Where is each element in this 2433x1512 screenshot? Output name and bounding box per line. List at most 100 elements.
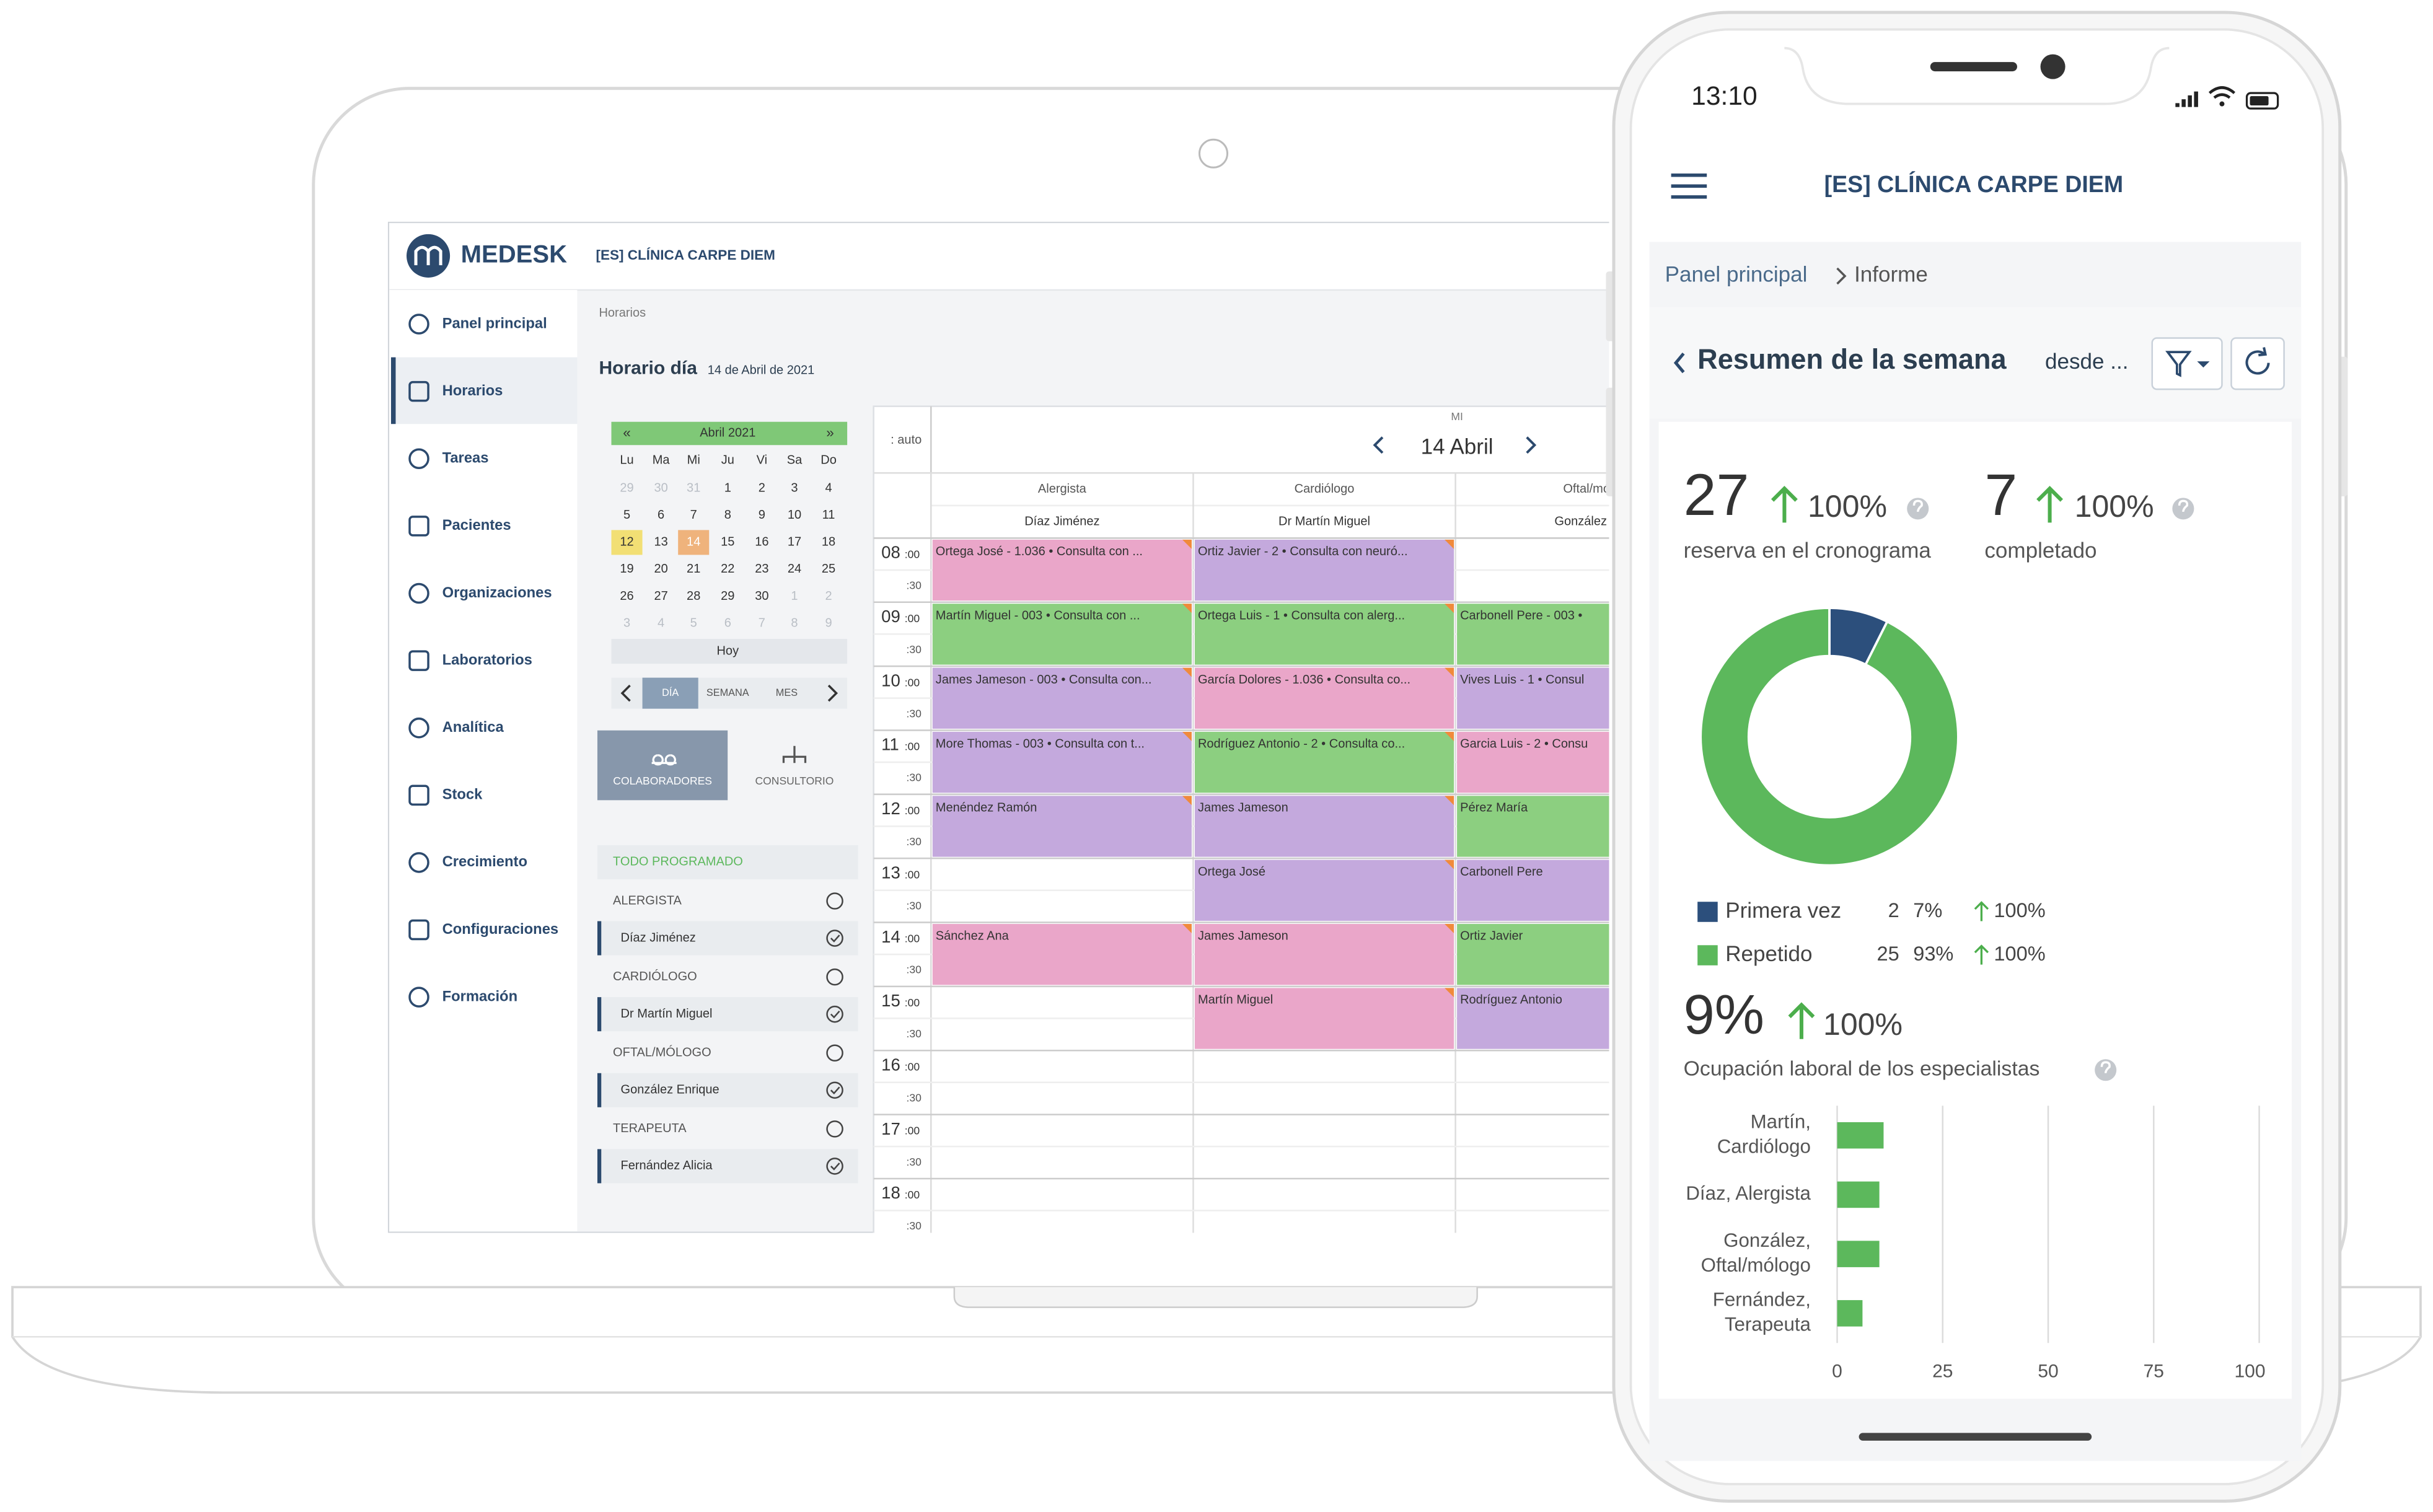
- appointment[interactable]: [1457, 796, 1716, 857]
- calendar-day[interactable]: 29: [721, 589, 734, 603]
- check[interactable]: [826, 930, 843, 947]
- view-prev[interactable]: [620, 684, 631, 702]
- radio[interactable]: [826, 1120, 843, 1138]
- filter-all-row[interactable]: [597, 845, 858, 879]
- appointment[interactable]: [1457, 731, 1716, 793]
- calendar-day[interactable]: 9: [759, 508, 765, 522]
- appointment[interactable]: [1194, 604, 1454, 665]
- appointment[interactable]: [1194, 859, 1454, 921]
- view-next[interactable]: [827, 684, 838, 702]
- appointment-text[interactable]: Menéndez Ramón: [936, 801, 1037, 815]
- check[interactable]: [826, 1005, 843, 1023]
- calendar-day[interactable]: 24: [788, 562, 801, 576]
- appointment[interactable]: [1194, 667, 1454, 729]
- calendar-day[interactable]: 3: [791, 481, 798, 495]
- appointment[interactable]: [1194, 796, 1454, 857]
- calendar-day[interactable]: 25: [822, 562, 835, 576]
- menu-item[interactable]: Pacientes: [442, 517, 511, 534]
- calendar-day[interactable]: 27: [654, 589, 667, 603]
- calendar-day[interactable]: 14: [687, 535, 700, 549]
- calendar-day[interactable]: 22: [721, 562, 734, 576]
- calendar-day[interactable]: 5: [623, 508, 630, 522]
- calendar-day[interactable]: 16: [755, 535, 768, 549]
- refresh-button[interactable]: [2230, 337, 2285, 390]
- menu-item[interactable]: Crecimiento: [442, 853, 527, 870]
- appointment-text[interactable]: Ortega José - 1.036 • Consulta con ...: [936, 545, 1143, 558]
- calendar-day[interactable]: 4: [825, 481, 832, 495]
- calendar-day[interactable]: 6: [658, 508, 664, 522]
- calendar-day[interactable]: 1: [724, 481, 731, 495]
- appointment-text[interactable]: Pérez María: [1460, 801, 1528, 815]
- breadcrumb[interactable]: Panel principal: [1665, 263, 1808, 287]
- calendar-day[interactable]: 2: [825, 589, 832, 603]
- check[interactable]: [826, 1158, 843, 1175]
- calendar-day[interactable]: 13: [654, 535, 667, 549]
- calendar-day[interactable]: 23: [755, 562, 768, 576]
- appointment-text[interactable]: Rodríguez Antonio: [1460, 993, 1562, 1007]
- calendar-day[interactable]: 3: [623, 616, 630, 630]
- appointment-text[interactable]: More Thomas - 003 • Consulta con t...: [936, 737, 1145, 750]
- calendar-day[interactable]: 31: [687, 481, 700, 495]
- appointment[interactable]: [1457, 924, 1716, 985]
- appointment-text[interactable]: Martín Miguel: [1198, 993, 1273, 1007]
- appointment[interactable]: [1194, 539, 1454, 601]
- calendar-day[interactable]: 30: [654, 481, 667, 495]
- calendar-day[interactable]: 2: [759, 481, 765, 495]
- appointment-text[interactable]: Carbonell Pere: [1460, 865, 1543, 879]
- day-next[interactable]: [1526, 436, 1537, 454]
- calendar-day[interactable]: 15: [721, 535, 734, 549]
- view-option[interactable]: SEMANA: [706, 687, 749, 698]
- calendar-day[interactable]: 8: [791, 616, 798, 630]
- filter-person[interactable]: Fernández Alicia: [621, 1159, 713, 1172]
- back[interactable]: [1673, 352, 1685, 374]
- appointment-text[interactable]: García Dolores - 1.036 • Consulta co...: [1198, 673, 1410, 687]
- appointment-text[interactable]: Ortiz Javier: [1460, 929, 1523, 943]
- menu-item[interactable]: Organizaciones: [442, 584, 552, 601]
- filter-group[interactable]: ALERGISTA: [613, 894, 682, 907]
- appointment[interactable]: [1457, 988, 1716, 1049]
- appointment-text[interactable]: Rodríguez Antonio - 2 • Consulta co...: [1198, 737, 1405, 750]
- menu-item[interactable]: Tareas: [442, 450, 489, 467]
- view-option[interactable]: DÍA: [662, 687, 679, 698]
- filter-person[interactable]: Díaz Jiménez: [621, 931, 696, 944]
- appointment-text[interactable]: Sánchez Ana: [936, 929, 1010, 943]
- appointment[interactable]: [932, 604, 1192, 665]
- appointment-text[interactable]: Vives Luis - 1 • Consul: [1460, 673, 1584, 687]
- filter-button[interactable]: [2151, 337, 2223, 390]
- menu-item[interactable]: Configuraciones: [442, 921, 559, 938]
- calendar-day[interactable]: 8: [724, 508, 731, 522]
- day-prev[interactable]: [1373, 436, 1384, 454]
- menu-item[interactable]: Stock: [442, 786, 483, 803]
- menu-item[interactable]: Horarios: [442, 382, 503, 399]
- filter-person[interactable]: González Enrique: [621, 1083, 719, 1097]
- calendar-prev[interactable]: «: [623, 424, 631, 440]
- filter-group[interactable]: OFTAL/MÓLOGO: [613, 1045, 711, 1060]
- appointment[interactable]: [932, 796, 1192, 857]
- radio[interactable]: [826, 892, 843, 910]
- calendar-day[interactable]: 1: [791, 589, 798, 603]
- calendar-day[interactable]: 10: [788, 508, 801, 522]
- appointment[interactable]: [932, 731, 1192, 793]
- calendar-day[interactable]: 26: [620, 589, 633, 603]
- appointment-text[interactable]: Ortiz Javier - 2 • Consulta con neuró...: [1198, 545, 1408, 558]
- appointment-text[interactable]: Carbonell Pere - 003 •: [1460, 609, 1582, 623]
- calendar-day[interactable]: 4: [658, 616, 664, 630]
- appointment-text[interactable]: James Jameson: [1198, 929, 1288, 943]
- filter-group[interactable]: CARDIÓLOGO: [613, 969, 697, 983]
- appointment-text[interactable]: Martín Miguel - 003 • Consulta con ...: [936, 609, 1140, 623]
- calendar-day[interactable]: 12: [620, 535, 633, 549]
- calendar-day[interactable]: 7: [690, 508, 697, 522]
- menu-item[interactable]: Panel principal: [442, 315, 547, 332]
- menu-item[interactable]: Analítica: [442, 719, 504, 736]
- tab-active[interactable]: [597, 730, 728, 801]
- appointment[interactable]: [1194, 988, 1454, 1049]
- tab[interactable]: [728, 730, 858, 801]
- appointment[interactable]: [932, 667, 1192, 729]
- appointment-text[interactable]: James Jameson - 003 • Consulta con...: [936, 673, 1152, 687]
- calendar-day[interactable]: 18: [822, 535, 835, 549]
- calendar-day[interactable]: 17: [788, 535, 801, 549]
- appointment[interactable]: [1194, 731, 1454, 793]
- appointment[interactable]: [1194, 924, 1454, 985]
- calendar-day[interactable]: 6: [724, 616, 731, 630]
- calendar-day[interactable]: 28: [687, 589, 700, 603]
